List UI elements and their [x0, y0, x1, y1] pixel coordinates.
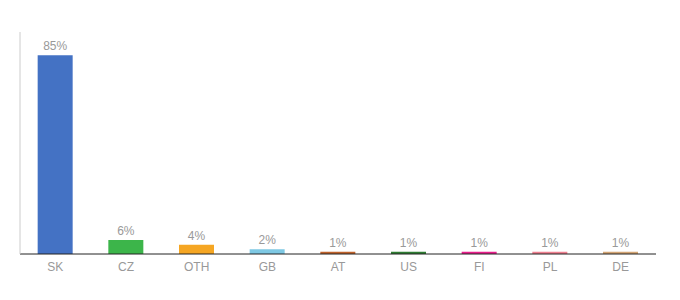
svg-text:PL: PL [543, 260, 558, 274]
svg-text:1%: 1% [329, 236, 347, 250]
svg-text:AT: AT [331, 260, 346, 274]
svg-text:CZ: CZ [118, 260, 134, 274]
svg-text:FI: FI [474, 260, 485, 274]
svg-text:1%: 1% [541, 236, 559, 250]
svg-text:US: US [400, 260, 417, 274]
svg-text:GB: GB [259, 260, 276, 274]
svg-text:1%: 1% [612, 236, 630, 250]
svg-text:6%: 6% [117, 224, 135, 238]
svg-text:85%: 85% [43, 39, 67, 53]
svg-text:2%: 2% [258, 233, 276, 247]
svg-text:1%: 1% [470, 236, 488, 250]
svg-text:4%: 4% [188, 229, 206, 243]
svg-text:DE: DE [612, 260, 629, 274]
svg-text:SK: SK [47, 260, 63, 274]
svg-text:OTH: OTH [184, 260, 209, 274]
svg-text:1%: 1% [400, 236, 418, 250]
